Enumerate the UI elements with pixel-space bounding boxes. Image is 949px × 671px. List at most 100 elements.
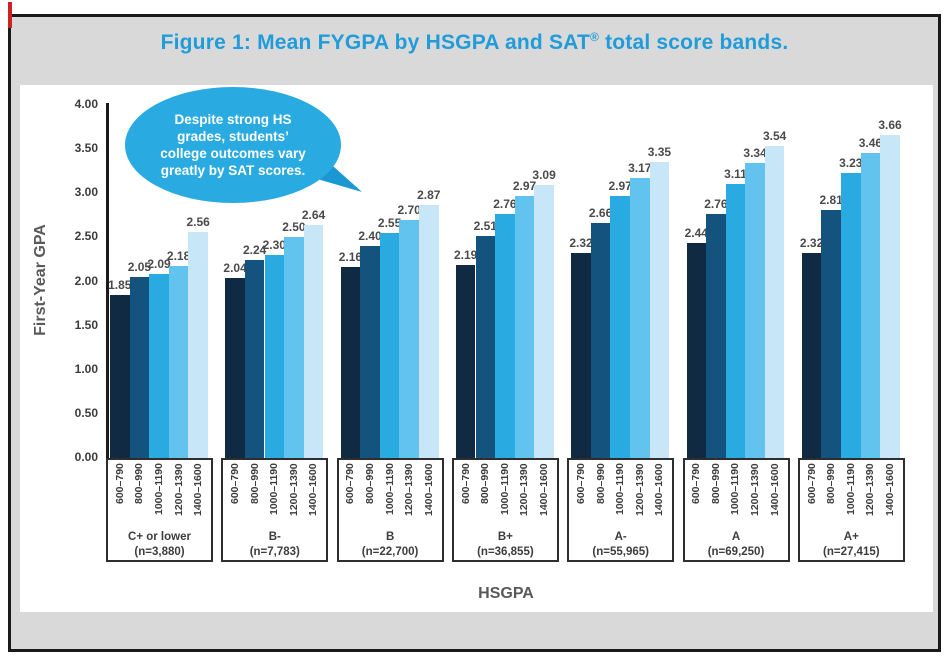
bar <box>725 183 746 458</box>
hsgpa-group-label: B+ (n=36,855) <box>477 531 534 558</box>
red-scan-artifact <box>8 2 12 28</box>
bar <box>399 219 419 458</box>
bar <box>264 255 285 458</box>
axis-group-box <box>106 458 213 562</box>
bar-value-label: 2.40 <box>358 229 382 244</box>
bar <box>495 214 515 458</box>
bar <box>706 214 726 458</box>
bar-value-label: 3.34 <box>743 146 767 161</box>
bar <box>630 178 650 458</box>
hsgpa-group-label: A+ (n=27,415) <box>823 531 880 558</box>
bar <box>225 277 245 458</box>
bar <box>860 152 881 458</box>
figure-title-text: Figure 1: Mean FYGPA by HSGPA and SAT <box>160 31 590 54</box>
bar <box>514 195 535 458</box>
bar-value-label: 2.04 <box>223 260 247 275</box>
y-tick-label: 2.00 <box>74 273 98 288</box>
bar-value-label: 2.87 <box>417 187 441 202</box>
hsgpa-group-label: B- (n=7,783) <box>249 531 300 558</box>
bar-value-label: 3.46 <box>858 135 883 150</box>
bar-value-label: 2.56 <box>186 215 210 230</box>
hsgpa-group-label: A (n=69,250) <box>707 531 765 558</box>
bar-value-label: 2.50 <box>282 220 306 235</box>
bar <box>110 294 130 458</box>
bar <box>821 210 841 458</box>
bar-value-label: 2.24 <box>243 243 267 258</box>
bar-value-label: 2.32 <box>569 236 593 251</box>
bar-value-label: 3.66 <box>878 118 902 132</box>
bar <box>149 273 169 458</box>
callout-line: Despite strong HS <box>174 112 292 127</box>
bar <box>340 267 361 458</box>
bar <box>745 163 765 458</box>
bar <box>244 260 265 458</box>
bar <box>303 225 324 458</box>
y-tick-label: 4.00 <box>74 97 98 111</box>
axis-group-box <box>336 458 444 562</box>
bar-value-label: 2.55 <box>377 215 402 230</box>
hsgpa-group-label: A- (n=55,965) <box>592 531 649 558</box>
bar-value-label: 2.30 <box>262 238 286 253</box>
bar <box>168 265 189 458</box>
bar <box>649 162 670 458</box>
bar-value-label: 2.19 <box>454 247 478 262</box>
bar-value-label: 3.09 <box>532 168 556 183</box>
axis-group-box <box>567 458 675 562</box>
bar-value-label: 2.70 <box>397 202 421 217</box>
bar-value-label: 1.85 <box>108 277 132 292</box>
y-tick-label: 0.00 <box>74 450 98 464</box>
bar-value-label: 2.97 <box>608 178 632 193</box>
hsgpa-group-label: C+ or lower (n=3,880) <box>128 531 191 558</box>
y-tick-label: 1.00 <box>74 361 98 376</box>
bar-value-label: 3.54 <box>763 128 787 143</box>
bar-value-label: 2.51 <box>473 219 497 234</box>
bar <box>188 232 208 458</box>
axis-group-box <box>451 458 559 562</box>
callout-line: grades, students’ <box>177 129 289 144</box>
bar <box>880 135 900 458</box>
bar-value-label: 2.81 <box>819 193 843 208</box>
axis-group-box <box>797 458 905 562</box>
bar <box>801 253 822 458</box>
bar-value-label: 2.76 <box>493 197 517 212</box>
bar-value-label: 2.09 <box>147 256 171 271</box>
bar <box>379 232 400 458</box>
bar-value-label: 2.76 <box>704 197 728 212</box>
axis-group-box <box>682 458 790 562</box>
bar-value-label: 2.44 <box>684 225 708 240</box>
y-tick-label: 3.50 <box>74 141 98 156</box>
bar <box>419 204 439 458</box>
bar-value-label: 2.18 <box>166 248 191 263</box>
bar-value-label: 3.17 <box>628 161 652 176</box>
bar-value-label: 2.97 <box>512 178 537 193</box>
bar <box>764 145 785 458</box>
bar-value-label: 2.16 <box>338 250 363 265</box>
bar-value-label: 2.66 <box>588 206 613 221</box>
callout-bubble: Despite strong HS grades, students’ coll… <box>125 87 341 203</box>
bar <box>475 236 496 458</box>
bar-value-label: 2.05 <box>127 260 152 275</box>
hsgpa-group-label: B (n=22,700) <box>361 531 419 558</box>
bar <box>360 246 380 458</box>
y-axis-line <box>106 103 109 459</box>
bar-value-label: 3.11 <box>724 166 747 181</box>
callout-line: college outcomes vary <box>160 146 306 161</box>
bar <box>571 253 591 458</box>
bar-value-label: 3.23 <box>839 155 863 170</box>
bar-value-label: 2.32 <box>799 236 824 251</box>
figure-title: Figure 1: Mean FYGPA by HSGPA and SAT® t… <box>8 30 941 55</box>
y-tick-label: 0.50 <box>74 405 98 420</box>
callout-line: greatly by SAT scores. <box>160 163 306 178</box>
bar <box>686 242 707 458</box>
bar <box>534 185 554 458</box>
x-axis-title: HSGPA <box>478 585 534 602</box>
bar-value-label: 2.64 <box>301 208 326 223</box>
bar <box>610 195 630 458</box>
y-tick-label: 1.50 <box>74 317 98 332</box>
bar <box>590 223 611 458</box>
bar <box>284 237 304 458</box>
figure-title-suffix: total score bands. <box>599 31 789 54</box>
bar <box>841 172 861 458</box>
bar <box>129 277 150 458</box>
